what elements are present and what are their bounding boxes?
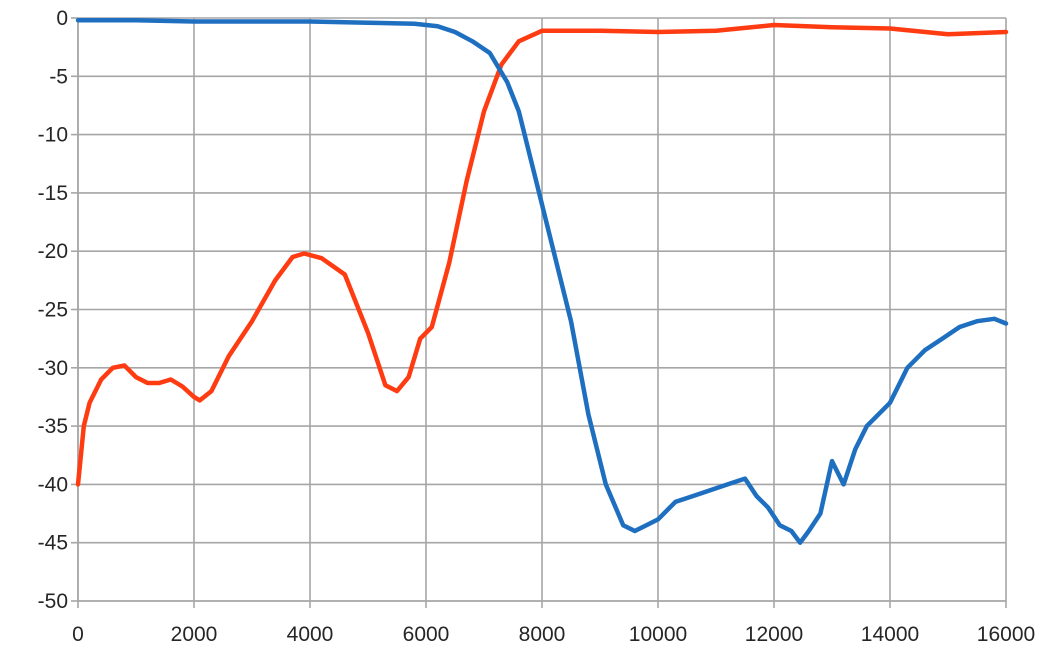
y-tick-label: 0: [56, 7, 68, 30]
y-tick-label: -50: [38, 590, 68, 613]
x-tick-label: 10000: [629, 623, 687, 646]
series-group: [75, 18, 1009, 545]
y-tick-label: -10: [38, 124, 68, 147]
x-tick-label: 2000: [171, 623, 218, 646]
x-tick-label: 8000: [519, 623, 566, 646]
y-tick-labels: 0 -5 -10 -15 -20 -25 -30 -35 -40 -45 -50: [38, 7, 68, 613]
series-line-blue: [75, 18, 1009, 545]
x-tick-label: 0: [72, 623, 84, 646]
x-tick-labels: 0 2000 4000 6000 8000 10000 12000 14000 16000: [72, 623, 1035, 646]
x-tick-label: 6000: [403, 623, 450, 646]
y-tick-label: -5: [49, 65, 68, 88]
x-tick-label: 12000: [745, 623, 803, 646]
x-tick-label: 4000: [287, 623, 334, 646]
y-tick-label: -35: [38, 415, 68, 438]
y-tick-label: -30: [38, 357, 68, 380]
y-tick-label: -40: [38, 473, 68, 496]
x-tick-label: 16000: [977, 623, 1035, 646]
y-tick-label: -25: [38, 299, 68, 322]
axes: [71, 17, 1007, 608]
y-tick-label: -45: [38, 532, 68, 555]
y-tick-label: -20: [38, 240, 68, 263]
x-tick-label: 14000: [861, 623, 919, 646]
y-tick-label: -15: [38, 182, 68, 205]
grid: [77, 17, 1007, 602]
series-line-red: [75, 22, 1009, 487]
